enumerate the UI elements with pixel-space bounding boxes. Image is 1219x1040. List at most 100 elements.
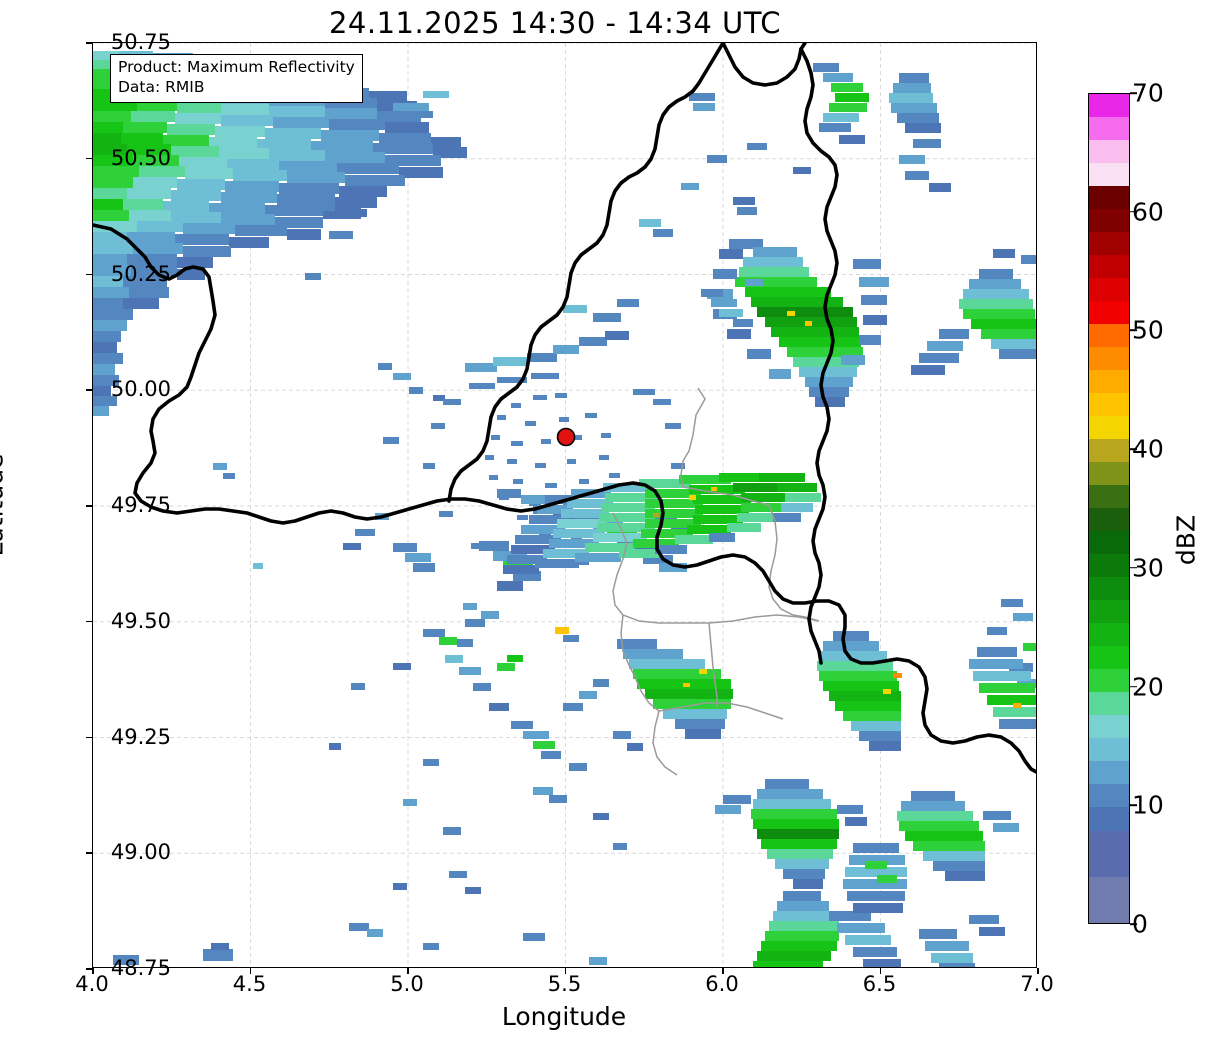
colorbar-segment <box>1089 439 1129 463</box>
colorbar[interactable] <box>1088 93 1130 924</box>
colorbar-segment <box>1089 508 1129 532</box>
colorbar-segment <box>1089 232 1129 256</box>
y-axis-label: Latitude <box>0 453 9 557</box>
colorbar-segment <box>1089 761 1129 785</box>
y-tick-mark <box>86 42 92 44</box>
colorbar-segment <box>1089 485 1129 509</box>
y-tick-label: 50.25 <box>110 261 171 286</box>
colorbar-tick-label: 70 <box>1132 78 1164 108</box>
colorbar-segment <box>1089 209 1129 233</box>
colorbar-tick-label: 50 <box>1132 315 1164 345</box>
colorbar-segment <box>1089 324 1129 348</box>
colorbar-segment <box>1089 301 1129 325</box>
radar-site-marker[interactable] <box>556 427 576 447</box>
colorbar-segment <box>1089 163 1129 187</box>
legend-data-line: Data: RMIB <box>118 77 205 96</box>
x-tick-label: 6.5 <box>862 972 897 996</box>
colorbar-tick-label: 30 <box>1132 553 1164 583</box>
colorbar-segment <box>1089 830 1129 854</box>
echo-cluster-north-strip <box>639 63 951 327</box>
figure-title: 24.11.2025 14:30 - 14:34 UTC <box>328 6 782 40</box>
colorbar-segment <box>1089 646 1129 670</box>
echo-cluster-southeast <box>617 631 1019 967</box>
colorbar-segment <box>1089 255 1129 279</box>
colorbar-tick-label: 0 <box>1132 909 1148 939</box>
y-tick-label: 49.25 <box>110 724 171 749</box>
colorbar-segment <box>1089 692 1129 716</box>
y-tick-label: 49.50 <box>110 608 171 633</box>
y-tick-mark <box>86 620 92 623</box>
colorbar-segment <box>1089 784 1129 808</box>
colorbar-segment <box>1089 347 1129 371</box>
echo-cluster-east <box>911 249 1036 729</box>
colorbar-tick-label: 40 <box>1132 434 1164 464</box>
y-tick-mark <box>86 505 92 507</box>
y-tick-label: 50.00 <box>110 377 171 402</box>
colorbar-segment <box>1089 416 1129 440</box>
x-axis-label: Longitude <box>501 1002 627 1031</box>
colorbar-segment <box>1089 669 1129 693</box>
y-tick-label: 49.00 <box>110 840 171 865</box>
colorbar-segment <box>1089 278 1129 302</box>
echo-scattered-northwest <box>113 91 607 965</box>
y-tick-mark <box>86 157 92 160</box>
x-tick-mark <box>722 968 724 974</box>
colorbar-tick-label: 10 <box>1132 790 1164 820</box>
colorbar-tick-label: 60 <box>1132 197 1164 227</box>
x-tick-label: 7.0 <box>1020 972 1054 996</box>
x-tick-label: 4.5 <box>232 972 267 996</box>
x-tick-label: 4.0 <box>75 972 109 996</box>
province-borders <box>612 387 820 776</box>
y-tick-label: 48.75 <box>110 956 171 980</box>
colorbar-tick-label: 20 <box>1132 672 1164 702</box>
colorbar-tick-mark <box>1130 567 1137 569</box>
y-tick-mark <box>86 273 92 276</box>
colorbar-tick-mark <box>1130 923 1137 925</box>
colorbar-tick-mark <box>1130 329 1137 332</box>
colorbar-segment <box>1089 117 1129 141</box>
colorbar-segment <box>1089 738 1129 762</box>
x-tick-mark <box>249 968 252 974</box>
x-tick-mark <box>1037 968 1039 974</box>
colorbar-label: dBZ <box>1171 514 1201 566</box>
colorbar-tick-mark <box>1130 448 1137 450</box>
y-tick-mark <box>86 852 92 854</box>
y-tick-mark <box>86 736 92 739</box>
x-tick-label: 6.0 <box>705 972 739 996</box>
colorbar-segment <box>1089 715 1129 739</box>
colorbar-segment <box>1089 899 1129 923</box>
y-tick-label: 50.75 <box>110 30 171 54</box>
x-tick-mark <box>407 968 409 974</box>
x-tick-mark <box>92 968 94 974</box>
colorbar-segment <box>1089 807 1129 831</box>
colorbar-segment <box>1089 393 1129 417</box>
y-tick-mark <box>86 968 92 970</box>
country-borders <box>93 43 1036 774</box>
x-tick-label: 5.5 <box>547 972 582 996</box>
x-tick-mark <box>564 968 567 974</box>
colorbar-segment <box>1089 623 1129 647</box>
x-tick-label: 5.0 <box>390 972 424 996</box>
colorbar-tick-mark <box>1130 92 1137 94</box>
colorbar-segment <box>1089 531 1129 555</box>
y-tick-label: 49.75 <box>110 493 171 517</box>
radar-canvas <box>93 43 1036 967</box>
colorbar-segment <box>1089 876 1129 900</box>
colorbar-tick-mark <box>1130 685 1137 688</box>
echo-scattered-south <box>445 611 643 894</box>
y-tick-label: 50.50 <box>110 145 171 170</box>
y-tick-mark <box>86 389 92 391</box>
x-tick-mark <box>879 968 882 974</box>
map-plot-area[interactable] <box>92 42 1037 968</box>
colorbar-segment <box>1089 186 1129 210</box>
colorbar-tick-mark <box>1130 804 1137 807</box>
legend-product-line: Product: Maximum Reflectivity <box>118 58 355 76</box>
colorbar-segment <box>1089 577 1129 601</box>
colorbar-segment <box>1089 94 1129 118</box>
colorbar-tick-mark <box>1130 210 1137 213</box>
colorbar-segment <box>1089 140 1129 164</box>
colorbar-segment <box>1089 554 1129 578</box>
colorbar-segment <box>1089 462 1129 486</box>
product-legend-box: Product: Maximum Reflectivity Data: RMIB <box>110 54 363 103</box>
